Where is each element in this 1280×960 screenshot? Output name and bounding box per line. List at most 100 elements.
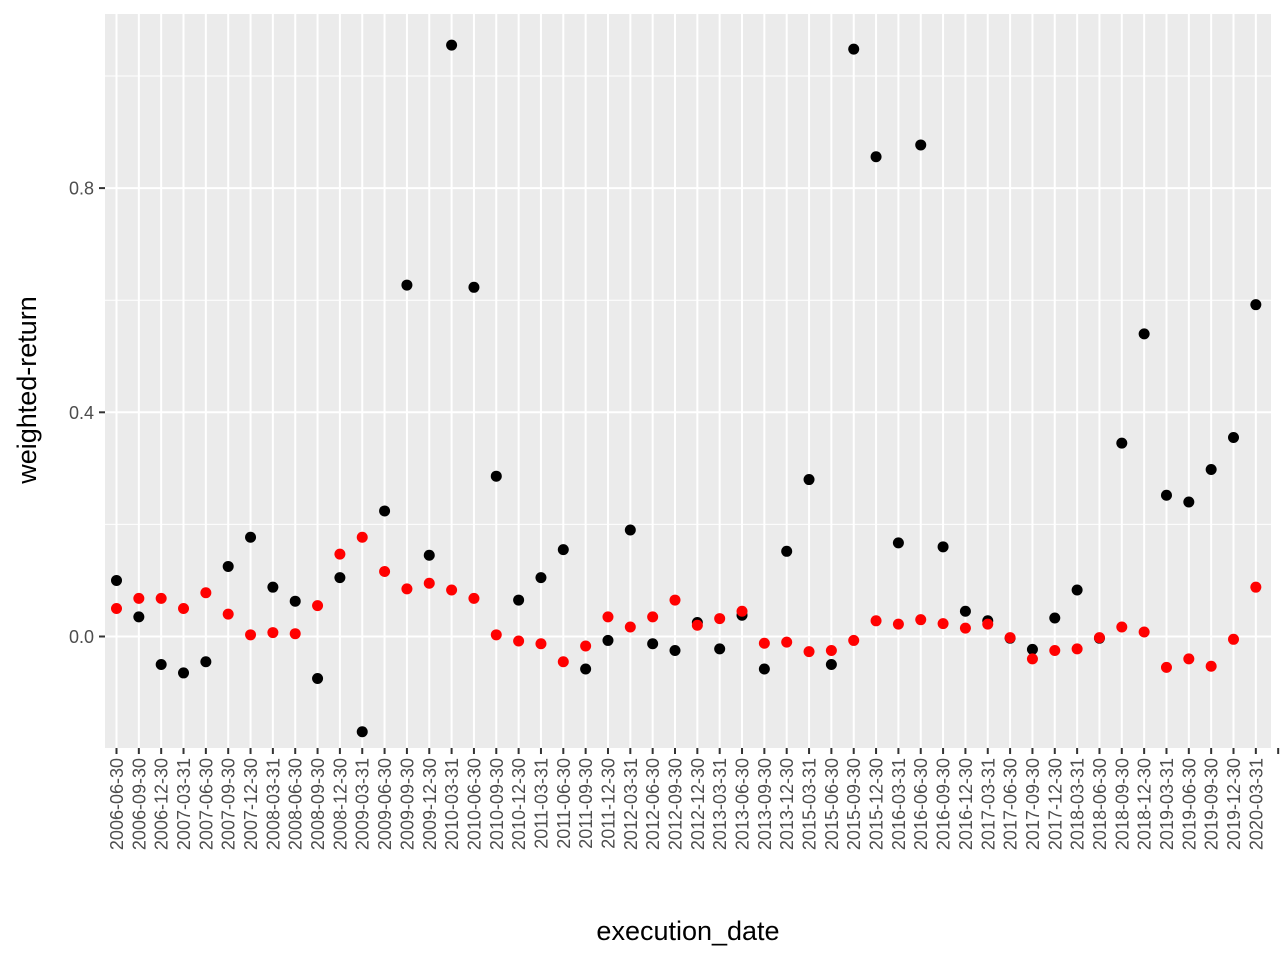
red-point: [825, 645, 837, 657]
x-tick-label: 2013-09-30: [755, 758, 775, 850]
black-point: [111, 574, 122, 586]
x-tick-label: 2006-06-30: [107, 758, 127, 850]
x-tick-label: 2010-03-31: [442, 758, 462, 850]
y-tick-label: 0.4: [69, 403, 94, 423]
x-tick-label: 2009-09-30: [397, 758, 417, 850]
black-point: [602, 634, 614, 646]
x-tick-label: 2008-06-30: [286, 758, 306, 850]
red-point: [1228, 633, 1239, 645]
x-tick-label: 2006-12-30: [152, 758, 172, 850]
black-point: [624, 524, 636, 536]
y-tick-label: 0.0: [69, 627, 94, 647]
black-point: [535, 572, 547, 584]
x-tick-label: 2016-06-30: [911, 758, 931, 850]
red-point: [111, 602, 122, 614]
x-tick-label: 2018-09-30: [1112, 758, 1132, 850]
black-point: [803, 474, 815, 486]
x-tick-label: 2009-06-30: [375, 758, 395, 850]
red-point: [535, 638, 547, 650]
x-tick-label: 2020-03-31: [1246, 758, 1266, 850]
y-tick-label: 0.8: [69, 179, 94, 199]
data-points: [111, 39, 1262, 738]
red-point: [133, 592, 145, 604]
red-point: [356, 531, 368, 543]
red-point: [1160, 661, 1172, 673]
black-point: [200, 656, 212, 668]
x-tick-label: 2011-09-30: [576, 758, 596, 849]
x-tick-label: 2007-03-31: [174, 758, 194, 850]
x-tick-label: 2019-12-30: [1224, 758, 1244, 850]
black-point: [848, 43, 860, 55]
red-point: [267, 627, 279, 639]
black-point: [825, 659, 837, 671]
x-axis: 2006-06-30 2006-09-30 2006-12-30 2007-03-31…: [107, 748, 1280, 850]
red-point: [647, 611, 659, 623]
black-point: [1160, 489, 1172, 501]
x-tick-label: 2010-12-30: [509, 758, 529, 850]
black-point: [1071, 584, 1083, 596]
red-point: [781, 636, 793, 648]
x-tick-label: 2007-09-30: [219, 758, 239, 850]
red-point: [557, 656, 569, 668]
black-point: [1183, 496, 1195, 508]
x-tick-label: 2018-06-30: [1090, 758, 1110, 850]
red-point: [915, 614, 927, 626]
red-point: [959, 622, 971, 634]
x-tick-label: 2019-03-31: [1157, 758, 1177, 850]
x-tick-label: 2015-06-30: [822, 758, 842, 850]
x-tick-label: 2018-12-30: [1135, 758, 1155, 850]
x-tick-label: 2011-12-30: [598, 758, 618, 849]
x-tick-label: 2017-03-31: [978, 758, 998, 850]
black-point: [1138, 328, 1150, 340]
x-tick-label: 2015-12-30: [867, 758, 887, 850]
x-tick-label: 2006-09-30: [129, 758, 149, 850]
black-point: [401, 279, 413, 291]
red-point: [1250, 581, 1262, 593]
red-point: [178, 602, 190, 614]
black-point: [1250, 299, 1262, 311]
x-tick-label: 2010-09-30: [487, 758, 507, 850]
red-point: [870, 615, 882, 627]
y-axis-title: weighted-return: [12, 296, 42, 485]
red-point: [379, 565, 391, 577]
red-point: [1071, 643, 1083, 655]
red-point: [1004, 632, 1016, 644]
red-point: [1138, 626, 1150, 638]
red-point: [468, 592, 480, 604]
black-point: [222, 560, 234, 572]
red-point: [334, 548, 346, 560]
black-point: [490, 470, 502, 482]
x-tick-label: 2009-03-31: [353, 758, 373, 850]
black-point: [647, 638, 659, 650]
red-point: [446, 584, 458, 596]
x-tick-label: 2012-09-30: [666, 758, 686, 850]
black-point: [468, 281, 480, 293]
x-tick-label: 2010-06-30: [464, 758, 484, 850]
x-tick-label: 2008-03-31: [263, 758, 283, 850]
black-point: [557, 544, 569, 556]
x-tick-label: 2012-03-31: [621, 758, 641, 850]
black-point: [356, 726, 368, 738]
x-tick-label: 2013-12-30: [777, 758, 797, 850]
black-point: [289, 595, 301, 607]
x-tick-label: 2018-03-31: [1068, 758, 1088, 850]
red-point: [580, 640, 592, 652]
x-tick-label: 2009-12-30: [420, 758, 440, 850]
red-point: [669, 594, 681, 606]
red-point: [222, 608, 234, 620]
black-point: [580, 663, 592, 675]
black-point: [1205, 463, 1217, 475]
black-point: [892, 537, 904, 549]
black-point: [1228, 432, 1239, 444]
red-point: [155, 592, 167, 604]
x-tick-label: 2016-12-30: [956, 758, 976, 850]
black-point: [870, 151, 882, 163]
red-point: [803, 646, 815, 658]
x-tick-label: 2007-06-30: [196, 758, 216, 850]
y-axis: 0.0 0.4 0.8: [69, 179, 105, 647]
black-point: [915, 139, 927, 151]
black-point: [178, 667, 190, 679]
black-point: [379, 505, 391, 517]
black-point: [312, 673, 324, 685]
